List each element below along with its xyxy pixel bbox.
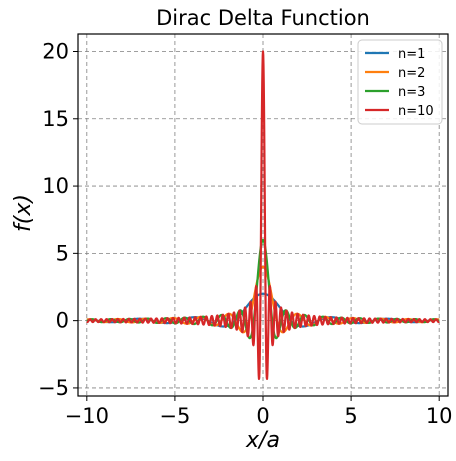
y-tick-label: 5 [56, 241, 69, 265]
y-tick-label: 0 [56, 309, 69, 333]
y-tick-label: 10 [42, 174, 69, 198]
y-tick-label: −5 [38, 376, 69, 400]
x-tick-label: −10 [65, 404, 109, 428]
y-tick-label: 15 [42, 107, 69, 131]
y-axis-label: f(x) [11, 194, 36, 232]
x-tick-label: 5 [344, 404, 357, 428]
x-tick-label: 10 [426, 404, 453, 428]
x-axis-label: x/a [245, 428, 280, 453]
legend-label: n=10 [398, 104, 434, 119]
legend: n=1 n=2 n=3 n=10 [357, 39, 443, 125]
legend-label: n=3 [398, 85, 425, 100]
series-line-n10 [85, 50, 441, 381]
x-tick-label: −5 [159, 404, 190, 428]
legend-label: n=2 [398, 66, 425, 81]
y-tick-label: 20 [42, 39, 69, 63]
ticks: −10 −5 0 5 10 −5 0 5 10 15 20 [38, 39, 453, 428]
chart-title: Dirac Delta Function [156, 6, 370, 30]
legend-label: n=1 [398, 47, 425, 62]
legend-box [357, 39, 443, 125]
series-lines [85, 50, 441, 381]
x-tick-label: 0 [256, 404, 269, 428]
